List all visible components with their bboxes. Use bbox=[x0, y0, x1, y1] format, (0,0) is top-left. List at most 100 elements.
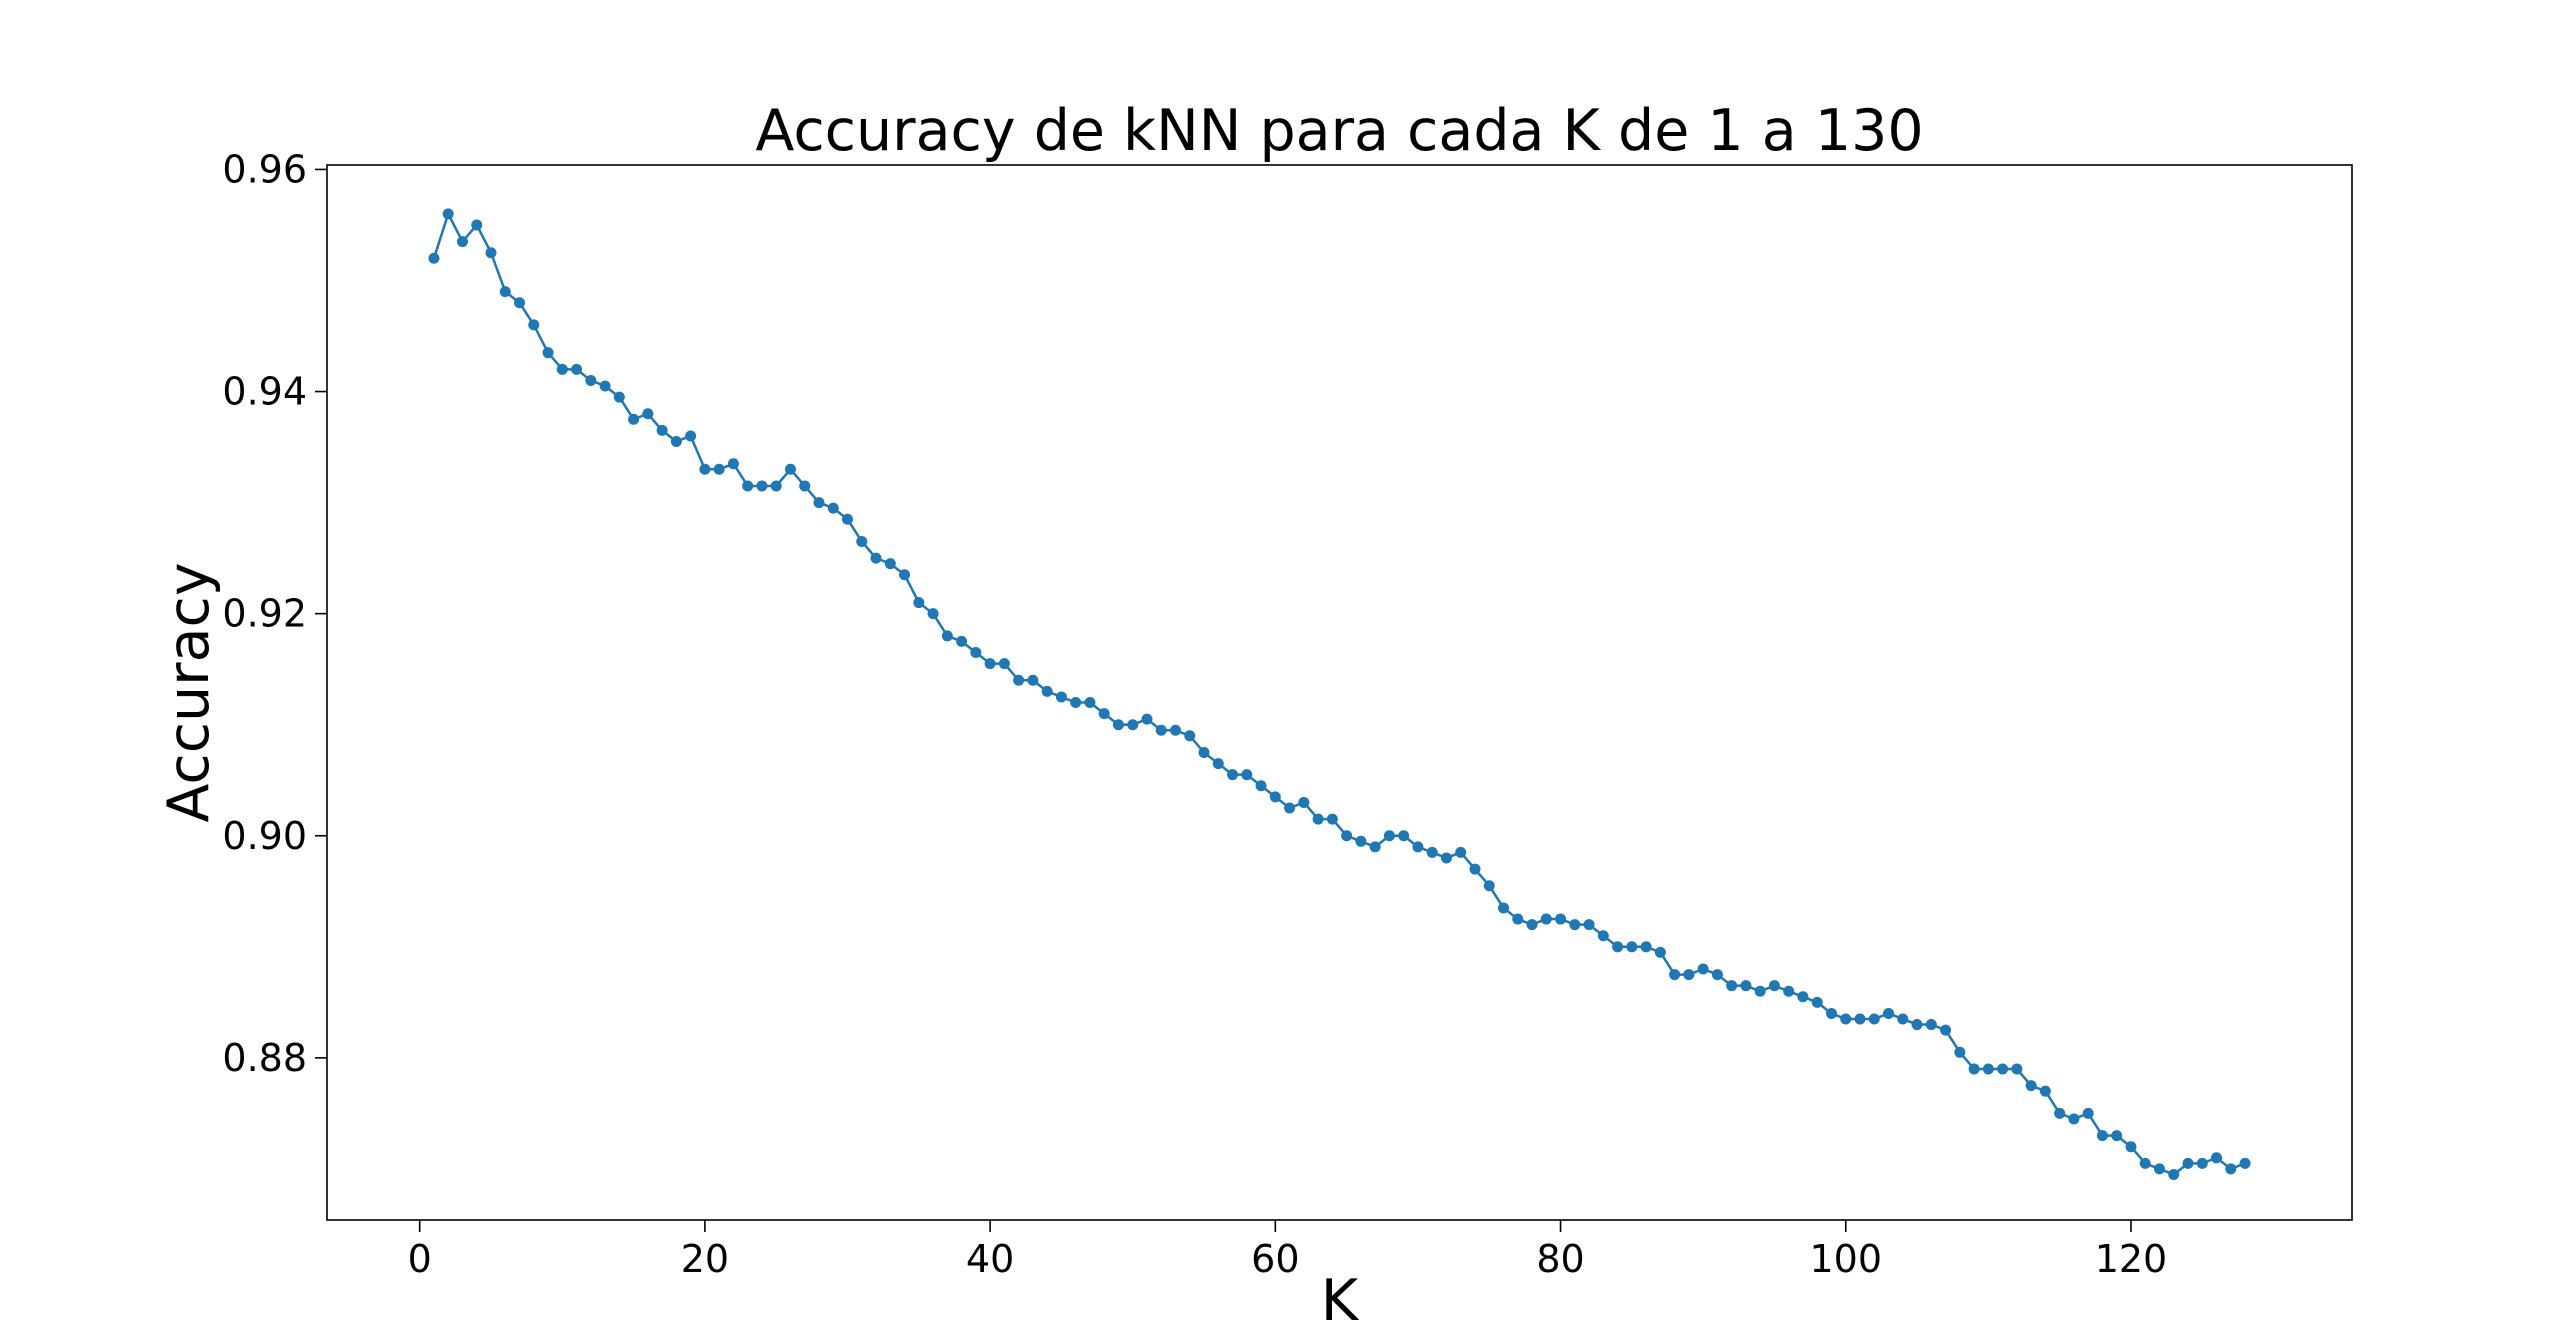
data-point bbox=[813, 497, 825, 509]
data-point bbox=[1084, 696, 1096, 708]
plot-frame bbox=[326, 164, 2353, 1221]
data-point bbox=[1982, 1063, 1994, 1075]
data-point bbox=[742, 480, 754, 492]
data-point bbox=[1170, 724, 1181, 736]
data-point bbox=[1326, 813, 1338, 825]
data-point bbox=[2039, 1085, 2051, 1097]
data-point bbox=[1426, 846, 1438, 858]
y-tick-label: 0.92 bbox=[222, 592, 307, 636]
data-point bbox=[456, 236, 468, 248]
data-point bbox=[1155, 724, 1167, 736]
data-point bbox=[727, 458, 739, 470]
data-point bbox=[528, 319, 540, 331]
x-tick-label: 120 bbox=[2095, 1237, 2168, 1281]
data-point bbox=[1768, 980, 1780, 992]
data-point bbox=[1469, 863, 1481, 875]
data-point bbox=[1312, 813, 1324, 825]
data-point bbox=[956, 635, 968, 647]
data-point bbox=[642, 408, 654, 420]
data-point bbox=[1255, 780, 1267, 792]
data-point bbox=[1726, 980, 1738, 992]
data-point bbox=[485, 247, 497, 259]
data-point bbox=[514, 297, 526, 309]
data-point bbox=[585, 374, 597, 386]
data-point bbox=[656, 424, 668, 436]
data-point bbox=[1127, 719, 1139, 731]
data-point bbox=[2196, 1157, 2208, 1169]
data-point bbox=[1455, 846, 1467, 858]
data-point bbox=[599, 380, 611, 392]
data-point bbox=[842, 513, 854, 525]
data-point bbox=[1341, 830, 1353, 842]
y-tick-label: 0.94 bbox=[222, 370, 307, 414]
data-point bbox=[1811, 996, 1823, 1008]
data-point bbox=[1968, 1063, 1980, 1075]
data-point bbox=[1825, 1007, 1837, 1019]
data-point bbox=[970, 647, 982, 659]
data-point bbox=[699, 463, 711, 475]
data-point bbox=[2068, 1113, 2080, 1125]
data-point bbox=[1583, 919, 1595, 931]
data-point bbox=[1241, 769, 1253, 781]
data-point bbox=[770, 480, 782, 492]
data-point bbox=[1055, 691, 1067, 703]
data-point bbox=[1184, 730, 1196, 742]
data-point bbox=[1383, 830, 1395, 842]
data-point bbox=[1740, 980, 1752, 992]
data-point bbox=[1284, 802, 1296, 814]
data-point bbox=[1526, 919, 1538, 931]
data-point bbox=[1269, 791, 1281, 803]
data-point bbox=[2082, 1107, 2094, 1119]
data-point bbox=[1640, 941, 1652, 953]
data-point bbox=[1198, 746, 1210, 758]
data-point bbox=[2096, 1130, 2108, 1142]
data-point bbox=[1783, 985, 1795, 997]
data-point bbox=[1540, 913, 1552, 925]
data-point bbox=[1398, 830, 1410, 842]
data-point bbox=[1697, 963, 1709, 975]
data-point bbox=[499, 286, 511, 298]
data-point bbox=[1227, 769, 1239, 781]
data-point bbox=[884, 558, 896, 570]
data-point bbox=[998, 658, 1010, 670]
data-point bbox=[542, 347, 554, 359]
data-point bbox=[927, 608, 939, 620]
data-point bbox=[1098, 708, 1110, 720]
data-point bbox=[1711, 969, 1723, 981]
data-point bbox=[1997, 1063, 2009, 1075]
data-point bbox=[571, 363, 583, 375]
x-tick-label: 20 bbox=[681, 1237, 729, 1281]
data-point bbox=[1683, 969, 1695, 981]
data-point bbox=[856, 535, 868, 547]
data-point bbox=[1027, 674, 1039, 686]
data-point bbox=[713, 463, 725, 475]
x-tick-label: 40 bbox=[966, 1237, 1014, 1281]
data-point bbox=[2011, 1063, 2023, 1075]
data-point bbox=[670, 436, 682, 448]
data-point bbox=[2153, 1163, 2165, 1175]
chart-title: Accuracy de kNN para cada K de 1 a 130 bbox=[755, 98, 1923, 164]
data-point bbox=[1298, 796, 1310, 808]
data-point bbox=[2025, 1080, 2037, 1092]
data-point bbox=[428, 252, 440, 264]
data-point bbox=[984, 658, 996, 670]
data-point bbox=[913, 597, 925, 609]
data-point bbox=[1569, 919, 1581, 931]
data-point bbox=[1512, 913, 1524, 925]
data-point bbox=[2168, 1168, 2180, 1180]
x-axis: 0 20 40 60 80 100 120 bbox=[408, 1220, 2168, 1281]
data-point bbox=[1911, 1019, 1923, 1031]
data-point bbox=[1940, 1024, 1952, 1036]
data-point bbox=[1854, 1013, 1866, 1025]
data-point bbox=[1041, 685, 1053, 697]
data-point bbox=[2125, 1141, 2137, 1153]
data-point bbox=[2239, 1157, 2251, 1169]
data-point bbox=[628, 413, 640, 425]
data-point bbox=[1868, 1013, 1880, 1025]
data-point bbox=[1897, 1013, 1909, 1025]
data-point bbox=[756, 480, 768, 492]
data-point bbox=[1440, 852, 1452, 864]
data-point bbox=[1883, 1007, 1895, 1019]
data-point bbox=[1141, 713, 1153, 725]
